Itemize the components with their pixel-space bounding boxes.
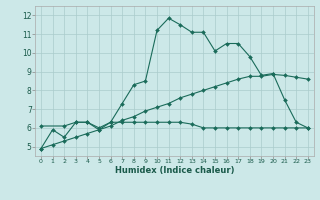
X-axis label: Humidex (Indice chaleur): Humidex (Indice chaleur) [115,166,234,175]
